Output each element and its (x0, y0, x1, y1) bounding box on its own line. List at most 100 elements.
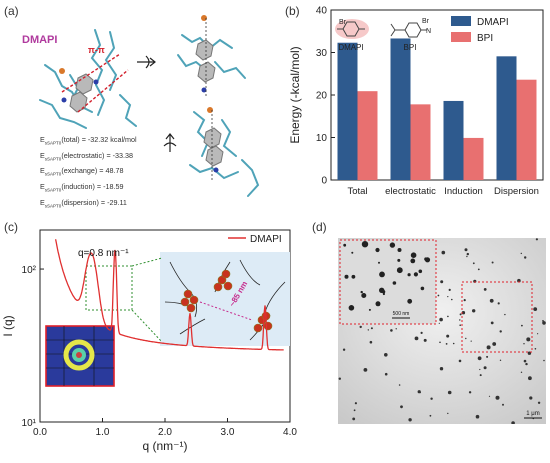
tem-particle (439, 367, 444, 371)
tem-inset-particle (418, 269, 423, 274)
inset-label-dmapi: DMAPI (338, 43, 363, 52)
tem-particle (479, 374, 482, 377)
tem-inset-particle (351, 274, 356, 279)
tem-particle (400, 405, 403, 409)
tem-inset-particle (375, 247, 380, 253)
saxs-line-chart: 0.0 1.0 2.0 3.0 4.0 10¹ 10² q (nm⁻¹) I (q) ~85 n… (1, 229, 297, 453)
tem-particle (352, 417, 356, 421)
tem-inset-particle (361, 293, 367, 298)
inset-label-bpi: BPI (404, 43, 417, 52)
tem-particle (459, 324, 461, 326)
tem-particle (468, 391, 472, 394)
tem-particle (439, 317, 443, 322)
tem-inset-particle (375, 301, 381, 307)
y-tick-label: 40 (316, 6, 328, 17)
pi-pi-label: π-π (88, 45, 105, 55)
tem-particle (353, 409, 356, 412)
tem-particle (486, 345, 491, 350)
x-category-label: electrostatic (385, 186, 436, 197)
energy-bar-chart: 0 10 20 30 40 Energy (-kcal/mol) Total electros… (288, 6, 544, 197)
tem-particle (342, 348, 346, 351)
tem-particle (370, 327, 373, 330)
tem-particle (497, 302, 500, 305)
tem-particle (543, 359, 545, 362)
tem-particle (447, 296, 449, 298)
energy-row-exchange: EsSAPT0(exchange) = 48.78 (40, 166, 124, 177)
energy-row-dispersion: EsSAPT0(dispersion) = -29.11 (40, 197, 127, 208)
tem-particle (477, 268, 480, 271)
tem-inset-particle (343, 243, 347, 247)
panel-label-a: (a) (4, 4, 19, 18)
tem-particle (477, 356, 482, 361)
dmapi-structure-icon (335, 19, 369, 39)
tem-particle (439, 341, 441, 344)
panel-a-structures (0, 0, 280, 215)
tem-particle (466, 252, 469, 256)
x-tick-label: 3.0 (221, 427, 235, 438)
tem-particle (542, 321, 546, 325)
tem-particle (537, 401, 541, 404)
tem-inset-particle (378, 261, 380, 264)
bpi-n-label: N (426, 28, 431, 35)
tem-particle (511, 421, 515, 424)
tem-inset-particle (407, 273, 411, 277)
tem-particle (464, 248, 468, 252)
bar-dmapi-total (337, 42, 358, 180)
legend-swatch-bpi (451, 32, 471, 42)
saxs-2d-pattern-inset (45, 325, 115, 387)
tem-particle (447, 315, 449, 318)
bar-dmapi-electrostatic (390, 38, 411, 180)
x-tick-label: 0.0 (33, 427, 47, 438)
tem-inset-particle (389, 242, 396, 248)
tem-particle (447, 390, 452, 395)
tem-inset-particle (410, 252, 417, 258)
tem-particle (483, 288, 487, 291)
line-chart-axes: 0.0 1.0 2.0 3.0 4.0 10¹ 10² q (nm⁻¹) I (q) (1, 229, 297, 453)
bar-bpi-total (357, 91, 378, 180)
legend-label-dmapi: DMAPI (250, 234, 282, 245)
tem-inset-particle (407, 298, 413, 304)
tem-particle (499, 359, 502, 361)
tem-particle (338, 377, 341, 380)
tem-particle (448, 288, 451, 291)
tem-particle (520, 252, 522, 255)
tem-particle (529, 396, 533, 400)
tem-particle (440, 280, 444, 284)
tem-inset-particle (424, 257, 431, 263)
y-tick-label: 20 (316, 91, 328, 102)
tem-particle (367, 329, 369, 331)
tem-particle (395, 328, 397, 330)
tem-inset-particle (397, 248, 402, 252)
tem-particle (384, 372, 388, 376)
panel-label-d: (d) (312, 220, 327, 234)
tem-inset-particle (396, 267, 403, 274)
tem-particle (359, 325, 362, 329)
tem-particle (526, 337, 531, 342)
tem-particle (420, 331, 423, 334)
tem-particle (429, 414, 432, 417)
tem-particle (354, 402, 357, 405)
peak-zoom-box (85, 265, 133, 311)
tem-inset-particle (392, 281, 397, 285)
tem-particle (472, 309, 476, 313)
bar-dmapi-dispersion (496, 56, 517, 181)
tem-particle (384, 353, 388, 357)
y-tick-label: 30 (316, 48, 328, 59)
tem-particle (458, 359, 462, 363)
tem-particle (488, 395, 491, 397)
tem-particle (438, 322, 440, 324)
energy-row-total: EsSAPT0(total) = -32.32 kcal/mol (40, 135, 137, 146)
bar-bpi-electrostatic (410, 104, 431, 180)
panel-label-c: (c) (4, 220, 18, 234)
tem-particle (465, 337, 467, 340)
tem-particle (525, 362, 528, 366)
y-tick-label: 10² (22, 265, 37, 276)
panel-b-bar-chart: 0 10 20 30 40 Energy (-kcal/mol) Total electros… (285, 0, 550, 215)
tem-inset-particle (379, 271, 385, 278)
tem-particle (495, 395, 500, 400)
tem-particle (390, 329, 393, 332)
sapt-energy-list: EsSAPT0(total) = -32.32 kcal/mol EsSAPT0… (40, 134, 137, 212)
dmapi-label: DMAPI (22, 34, 58, 46)
tem-particle (463, 299, 466, 302)
tem-zoom-inset (339, 239, 437, 325)
